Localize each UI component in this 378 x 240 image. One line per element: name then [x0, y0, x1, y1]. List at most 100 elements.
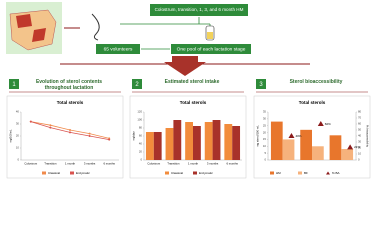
y2-tick-label: 40: [358, 134, 362, 138]
down-arrow: [164, 56, 206, 76]
data-label: 21%: [354, 145, 360, 149]
y-tick-label: 30: [263, 117, 267, 121]
point: [88, 132, 91, 135]
marker: [288, 133, 295, 138]
legend-label: Enzymatic: [76, 171, 90, 175]
y-tick-label: 0: [17, 158, 19, 162]
x-tick-label: Colostrum: [24, 162, 37, 166]
legend-swatch: [326, 171, 330, 175]
legend-swatch: [270, 171, 274, 175]
legend-swatch: [165, 171, 169, 175]
y-axis-label: mg sterol/100 mL: [256, 125, 260, 147]
y-tick-label: 80: [139, 126, 143, 130]
y-tick-label: 120: [137, 110, 142, 114]
point: [49, 126, 52, 129]
x-tick-label: 1 month: [188, 162, 199, 166]
x-tick-label: 6 months: [103, 162, 115, 166]
x-tick-label: Transition: [167, 162, 180, 166]
y-tick-label: 20: [263, 130, 267, 134]
legend-swatch: [193, 171, 197, 175]
y2-tick-label: 10: [358, 152, 362, 156]
bar: [173, 120, 182, 160]
y-tick-label: 35: [263, 110, 267, 114]
step-number: 2: [135, 82, 139, 88]
y-tick-label: 60: [139, 134, 143, 138]
point: [69, 131, 71, 134]
bar: [145, 132, 154, 160]
y2-tick-label: 70: [358, 116, 362, 120]
legend-label: HM: [276, 171, 281, 175]
bar: [224, 124, 233, 160]
y-tick-label: 20: [139, 150, 143, 154]
y-tick-label: 5: [264, 151, 266, 155]
step-title: Estimated sterol intake: [164, 79, 220, 85]
y-tick-label: 0: [264, 158, 266, 162]
connector: [120, 17, 211, 30]
bar: [270, 121, 283, 160]
y2-tick-label: 60: [358, 122, 362, 126]
chart-title: Total sterols: [180, 100, 207, 105]
marker: [347, 144, 354, 150]
legend-label: Enzymatic: [199, 171, 213, 175]
x-tick-label: 1 month: [65, 162, 76, 166]
y2-tick-label: 20: [358, 146, 362, 150]
bar: [212, 120, 221, 160]
y2-tick-label: 30: [358, 140, 362, 144]
x-tick-label: 3 months: [84, 162, 96, 166]
y-tick-label: 20: [16, 134, 20, 138]
point: [69, 129, 71, 131]
y2-axis-label: % bioaccessibility: [365, 125, 369, 148]
y2-tick-label: 50: [358, 128, 362, 132]
legend-label: Classical: [48, 171, 60, 175]
x-tick-label: Transition: [44, 162, 57, 166]
graphical-abstract: Colostrum, transition, 1, 3, and 6 month…: [6, 2, 371, 179]
legend-swatch: [298, 171, 302, 175]
y-tick-label: 10: [16, 146, 20, 150]
bar: [153, 132, 162, 160]
breast-icon: [91, 13, 100, 41]
legend-swatch: [42, 171, 46, 175]
y-tick-label: 40: [139, 142, 143, 146]
bar: [329, 135, 342, 160]
point: [108, 138, 111, 141]
bar: [312, 146, 324, 160]
x-tick-label: 3 months: [207, 162, 219, 166]
data-label: 60%: [325, 122, 331, 126]
bar: [193, 126, 201, 160]
step-number-box: [9, 79, 19, 89]
x-tick-label: Colostrum: [147, 162, 160, 166]
y-tick-label: 30: [16, 122, 20, 126]
legend-label: % BA: [332, 171, 340, 175]
marker: [317, 121, 324, 126]
chart-title: Total sterols: [299, 100, 326, 105]
bar: [341, 149, 354, 160]
y-tick-label: 10: [263, 144, 267, 148]
y2-tick-label: 0: [358, 158, 360, 162]
volunteers-box: [96, 44, 140, 54]
bar: [232, 126, 241, 160]
y-tick-label: 25: [263, 123, 267, 127]
legend-label: BF: [304, 171, 308, 175]
tube-liquid: [207, 32, 213, 39]
legend-swatch: [70, 171, 74, 175]
step-title: Sterol bioaccessibility: [289, 79, 343, 85]
data-label: 40%: [295, 134, 301, 138]
pool-box: [171, 44, 251, 54]
legend-label: Classical: [171, 171, 183, 175]
y-tick-label: 100: [137, 118, 142, 122]
canvas: Colostrum, transition, 1, 3, and 6 month…: [6, 2, 371, 179]
step-number: 3: [259, 82, 263, 88]
x-tick-label: 6 months: [226, 162, 238, 166]
bar: [300, 129, 312, 160]
y-tick-label: 0: [140, 158, 142, 162]
point: [49, 124, 52, 127]
step-title: Evolution of sterol contents throughout …: [35, 79, 103, 91]
step-number: 1: [12, 82, 16, 88]
volunteers-text: 65 volunteers: [104, 46, 133, 52]
chart-title: Total sterols: [57, 100, 84, 105]
bar: [282, 139, 295, 160]
bar: [165, 128, 174, 160]
y2-tick-label: 80: [358, 110, 362, 114]
map-region: [16, 14, 46, 42]
y-tick-label: 40: [16, 110, 20, 114]
